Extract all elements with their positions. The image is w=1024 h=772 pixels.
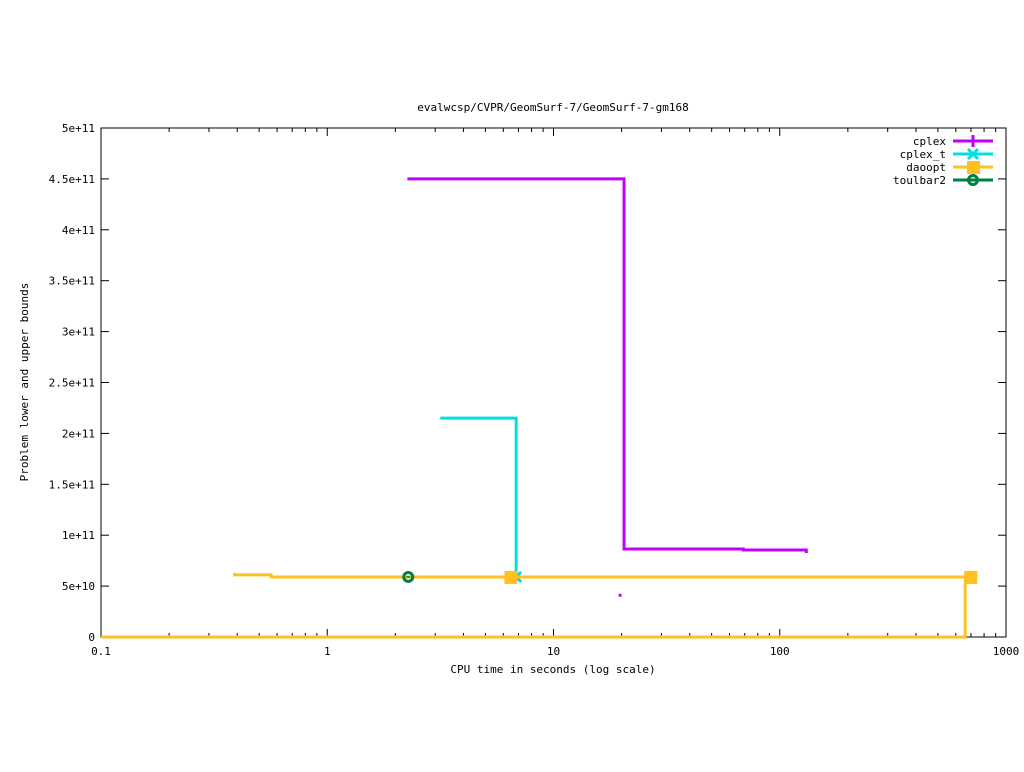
legend-label: cplex bbox=[913, 135, 946, 148]
toulbar2-marker bbox=[402, 570, 415, 583]
y-tick-label: 1e+11 bbox=[62, 529, 95, 542]
legend-marker bbox=[966, 147, 980, 161]
daoopt-upper-line bbox=[233, 572, 971, 579]
circle-icon bbox=[967, 174, 979, 186]
x-tick-label: 0.1 bbox=[91, 645, 111, 658]
cplex-lower-point bbox=[618, 593, 622, 597]
x-tick-label: 10 bbox=[547, 645, 560, 658]
legend-label: toulbar2 bbox=[893, 174, 946, 187]
circle-icon bbox=[402, 570, 415, 583]
y-tick-label: 1.5e+11 bbox=[49, 478, 95, 491]
square-icon bbox=[964, 570, 978, 584]
plot-border bbox=[100, 127, 1007, 638]
y-tick-label: 4e+11 bbox=[62, 224, 95, 237]
chart-title: evalwcsp/CVPR/GeomSurf-7/GeomSurf-7-gm16… bbox=[417, 101, 689, 114]
daoopt-lower-line bbox=[101, 579, 971, 639]
daoopt-marker bbox=[964, 570, 978, 584]
y-tick-label: 0 bbox=[88, 631, 95, 644]
cplex_t-upper-line bbox=[440, 416, 518, 577]
legend-marker bbox=[967, 161, 980, 174]
legend-marker bbox=[967, 174, 979, 186]
square-icon bbox=[504, 570, 518, 584]
cplex-upper-line bbox=[407, 177, 808, 554]
x-icon bbox=[966, 147, 980, 161]
y-tick-label: 4.5e+11 bbox=[49, 173, 95, 186]
x-axis-label: CPU time in seconds (log scale) bbox=[450, 663, 655, 676]
y-tick-label: 3e+11 bbox=[62, 326, 95, 339]
legend-marker bbox=[967, 135, 979, 147]
y-tick-label: 5e+10 bbox=[62, 580, 95, 593]
x-tick-label: 100 bbox=[770, 645, 790, 658]
y-tick-label: 2.5e+11 bbox=[49, 377, 95, 390]
legend-label: cplex_t bbox=[900, 148, 946, 161]
x-tick-label: 1000 bbox=[993, 645, 1020, 658]
square-icon bbox=[967, 161, 980, 174]
x-tick-label: 1 bbox=[324, 645, 331, 658]
y-tick-label: 3.5e+11 bbox=[49, 275, 95, 288]
y-tick-label: 5e+11 bbox=[62, 122, 95, 135]
legend-label: daoopt bbox=[906, 161, 946, 174]
y-tick-label: 2e+11 bbox=[62, 427, 95, 440]
daoopt-marker bbox=[504, 570, 518, 584]
y-axis-label: Problem lower and upper bounds bbox=[18, 283, 31, 482]
